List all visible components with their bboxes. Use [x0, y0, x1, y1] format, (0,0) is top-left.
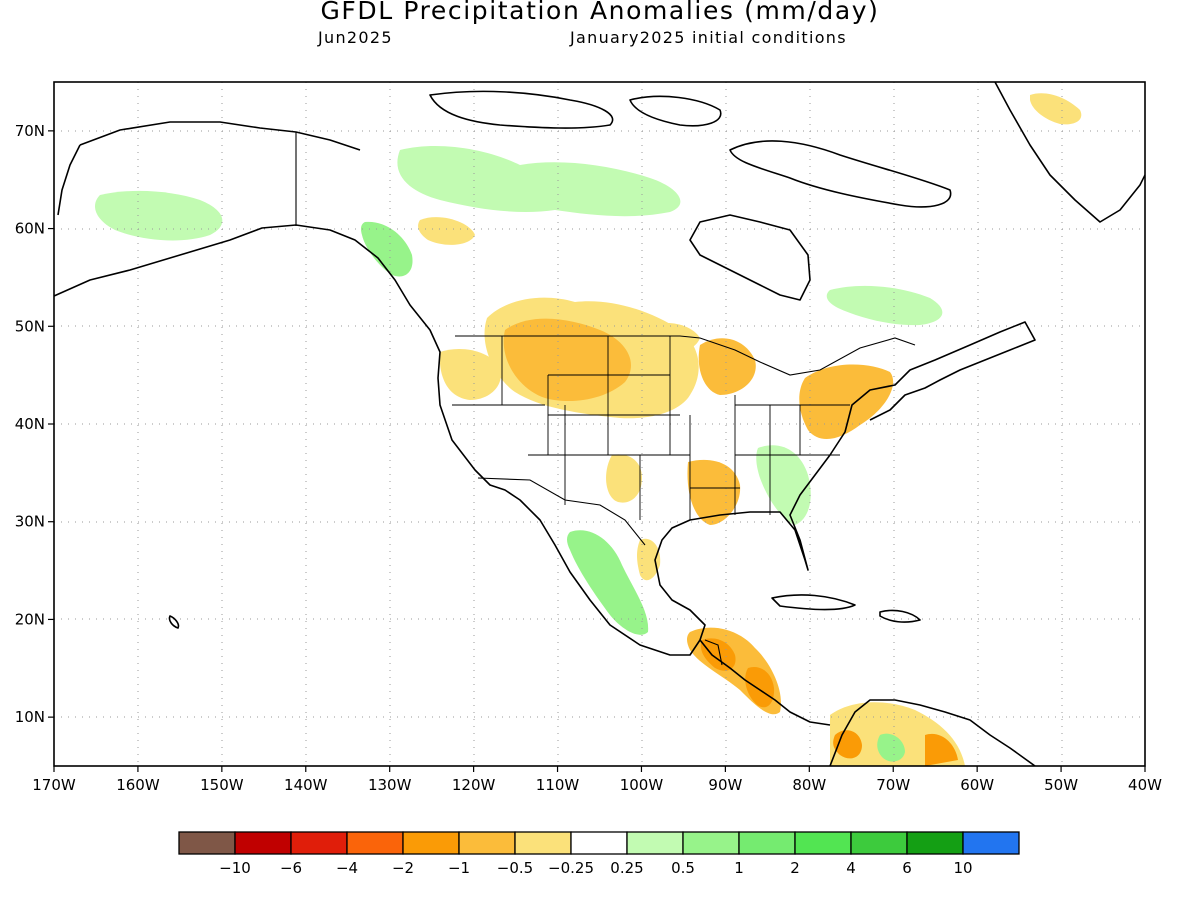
greenland-coast	[994, 82, 1145, 223]
colorbar-label: 2	[790, 859, 800, 877]
political-borders	[295, 132, 916, 666]
lat-tick-label: 10N	[15, 708, 45, 726]
colorbar-swatch	[234, 831, 292, 855]
colorbar-swatch	[906, 831, 964, 855]
colorbar: −10 −6 −4 −2 −1 −0.5 −0.25 0.25 0.5 1 2 4 6 10	[178, 831, 1020, 877]
anomaly-area-nicaragua	[745, 666, 775, 708]
south-america-coast	[829, 699, 1036, 766]
lon-tick-label: 50W	[1044, 776, 1078, 794]
us-state-lines	[452, 336, 850, 520]
anomaly-area-lower-miss	[687, 459, 741, 525]
colorbar-label: −1	[448, 859, 470, 877]
north-america-coastline	[54, 224, 1036, 656]
anomaly-area-texas-panhandle	[606, 454, 642, 503]
anomaly-area-colombia-wet	[877, 733, 905, 762]
lat-tick-label: 40N	[15, 415, 45, 433]
alaska-north	[79, 121, 361, 151]
anomaly-area-greenland	[1030, 93, 1082, 125]
baffin-island	[729, 140, 952, 208]
colorbar-label: 1	[734, 859, 744, 877]
anomaly-area-montana	[503, 318, 631, 402]
longitude-axis: 170W 160W 150W 140W 130W 120W 110W 100W 90W 80W 70…	[32, 766, 1162, 794]
colorbar-swatch	[570, 831, 628, 855]
colorbar-swatch	[458, 831, 516, 855]
colorbar-label: −0.5	[497, 859, 533, 877]
lon-tick-label: 60W	[960, 776, 994, 794]
lon-tick-label: 100W	[620, 776, 664, 794]
colorbar-swatch	[962, 831, 1020, 855]
lon-tick-label: 80W	[792, 776, 826, 794]
colorbar-label: −2	[392, 859, 414, 877]
coastlines	[54, 82, 1145, 766]
map-title: GFDL Precipitation Anomalies (mm/day)	[320, 0, 880, 25]
lon-tick-label: 170W	[32, 776, 76, 794]
lon-tick-label: 40W	[1128, 776, 1162, 794]
anomaly-area-upper-midwest	[698, 338, 756, 395]
anomaly-area-northeast	[799, 364, 894, 440]
anomaly-area-west-mexico	[567, 530, 649, 635]
lat-tick-label: 70N	[15, 122, 45, 140]
anomaly-area-w-alaska	[95, 190, 223, 241]
colorbar-label: 10	[953, 859, 972, 877]
arctic-island-2	[629, 95, 722, 127]
lon-tick-label: 140W	[284, 776, 328, 794]
colorbar-swatch	[514, 831, 572, 855]
us-mexico-border	[477, 477, 646, 546]
lat-tick-label: 50N	[15, 317, 45, 335]
cuba	[771, 594, 856, 611]
alaska-west	[57, 144, 81, 216]
colorbar-label: 6	[902, 859, 912, 877]
anomaly-area-southeast-us	[756, 445, 811, 525]
hawaii	[168, 615, 180, 629]
latitude-axis: 10N 20N 30N 40N 50N 60N 70N	[15, 122, 54, 726]
colorbar-label: 0.25	[610, 859, 643, 877]
valid-month-label: Jun2025	[318, 28, 393, 47]
colorbar-label: −0.25	[548, 859, 594, 877]
lon-tick-label: 110W	[536, 776, 580, 794]
hispaniola	[879, 609, 921, 623]
colorbar-swatch	[850, 831, 908, 855]
colorbar-label: −10	[219, 859, 251, 877]
central-america-coast	[699, 639, 831, 726]
arctic-islands	[429, 90, 614, 129]
lat-tick-label: 20N	[15, 610, 45, 628]
anomaly-area-canada-dry	[418, 217, 475, 245]
anomaly-area-hudson-east	[826, 285, 943, 326]
colorbar-swatch	[738, 831, 796, 855]
colorbar-label: −6	[280, 859, 302, 877]
lon-tick-label: 160W	[116, 776, 160, 794]
anomaly-area-lake-region	[638, 323, 700, 355]
lat-tick-label: 60N	[15, 220, 45, 238]
lon-tick-label: 90W	[708, 776, 742, 794]
us-canada-border	[455, 335, 916, 376]
lon-tick-label: 130W	[368, 776, 412, 794]
colorbar-swatch	[178, 831, 236, 855]
lon-tick-label: 70W	[876, 776, 910, 794]
colorbar-swatch	[402, 831, 460, 855]
anomaly-area-n-canada	[397, 145, 681, 217]
colorbar-label: 4	[846, 859, 856, 877]
initial-conditions-label: January2025 initial conditions	[570, 28, 847, 47]
anomaly-area-alaska-coast	[361, 221, 413, 277]
colorbar-swatch	[626, 831, 684, 855]
anomaly-area-pacific-nw	[439, 348, 501, 400]
hudson-bay	[689, 214, 811, 301]
colorbar-swatch	[346, 831, 404, 855]
colorbar-label: −4	[336, 859, 358, 877]
anomaly-fields	[95, 93, 1082, 766]
colorbar-label: 0.5	[671, 859, 695, 877]
anomaly-area-gulf-coast-mex	[637, 538, 661, 581]
lon-tick-label: 120W	[452, 776, 496, 794]
anomaly-area-central-america-core	[700, 638, 736, 671]
colorbar-swatch	[794, 831, 852, 855]
colorbar-swatch	[682, 831, 740, 855]
anomaly-area-venezuela	[925, 733, 958, 766]
colorbar-swatch	[290, 831, 348, 855]
lat-tick-label: 30N	[15, 513, 45, 531]
guatemala-border	[704, 639, 723, 666]
lon-tick-label: 150W	[200, 776, 244, 794]
